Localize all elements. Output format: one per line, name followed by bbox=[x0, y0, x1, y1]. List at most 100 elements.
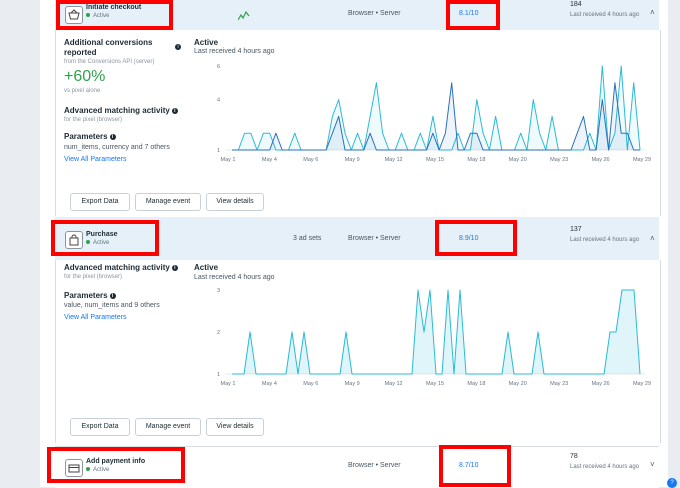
info-icon: i bbox=[171, 264, 178, 271]
activity-subtitle: Last received 4 hours ago bbox=[194, 274, 275, 281]
event-match-score[interactable]: 8.1/10 bbox=[459, 10, 479, 17]
status-label: Active bbox=[93, 240, 110, 246]
event-details-initiate-checkout: Additional conversions reported i from t… bbox=[55, 30, 661, 216]
x-tick-label: May 26 bbox=[592, 381, 610, 387]
event-status: Active bbox=[86, 240, 109, 246]
x-tick-label: May 12 bbox=[385, 381, 403, 387]
parameters-title-text: Parameters bbox=[64, 132, 108, 141]
chevron-up-icon[interactable]: ˄ bbox=[650, 8, 655, 17]
x-tick-label: May 12 bbox=[385, 157, 403, 163]
x-tick-label: May 9 bbox=[345, 381, 360, 387]
event-name: Purchase bbox=[86, 231, 118, 238]
x-tick-label: May 29 bbox=[633, 157, 651, 163]
event-details-purchase: Advanced matching activity i for the pixe… bbox=[55, 260, 661, 443]
event-last-received: Last received 4 hours ago bbox=[570, 464, 640, 470]
x-tick-label: May 18 bbox=[467, 381, 485, 387]
x-tick-label: May 4 bbox=[262, 157, 277, 163]
status-dot bbox=[86, 467, 90, 472]
event-status: Active bbox=[86, 467, 109, 473]
x-tick-label: May 6 bbox=[303, 157, 318, 163]
event-name: Initiate checkout bbox=[86, 4, 142, 11]
status-dot bbox=[86, 13, 90, 18]
event-count: 184 bbox=[570, 1, 582, 8]
amc-title: Advanced matching activity i bbox=[64, 106, 178, 115]
chevron-down-icon[interactable]: ˅ bbox=[650, 460, 655, 469]
view-details-button[interactable]: View details bbox=[206, 418, 264, 436]
info-icon: i bbox=[171, 107, 178, 114]
highlight-initiate-checkout bbox=[56, 0, 173, 30]
event-match-score[interactable]: 8.7/10 bbox=[459, 462, 479, 469]
highlight-purchase bbox=[51, 220, 159, 256]
conversions-subtitle: from the Conversions API (server) bbox=[64, 59, 155, 65]
bag-icon bbox=[65, 231, 83, 249]
info-icon: i bbox=[109, 133, 116, 140]
y-tick-label: 2 bbox=[217, 330, 220, 336]
help-icon[interactable]: ? bbox=[667, 478, 677, 488]
view-details-button[interactable]: View details bbox=[206, 193, 264, 211]
conversions-note: vs pixel alone bbox=[64, 88, 101, 94]
status-dot bbox=[86, 240, 90, 245]
manage-event-button[interactable]: Manage event bbox=[135, 418, 201, 436]
activity-chart: 1 4 6 May 1 May 4 May 6 May 9 May 12 May 15 May 1… bbox=[217, 64, 651, 163]
info-icon: i bbox=[109, 292, 116, 299]
parameters-list: num_items, currency and 7 others bbox=[64, 144, 170, 151]
x-tick-label: May 20 bbox=[509, 381, 527, 387]
y-tick-label: 3 bbox=[217, 288, 220, 294]
activity-title: Active bbox=[194, 38, 219, 47]
event-last-received: Last received 4 hours ago bbox=[570, 12, 640, 18]
series-area bbox=[232, 290, 640, 374]
series-line bbox=[232, 82, 640, 151]
event-source: Browser • Server bbox=[348, 235, 401, 242]
y-tick-label: 6 bbox=[217, 64, 220, 70]
basket-icon bbox=[65, 6, 83, 24]
y-tick-label: 1 bbox=[217, 148, 220, 154]
amc-subtitle: for the pixel (browser) bbox=[64, 117, 123, 123]
view-all-parameters-link[interactable]: View All Parameters bbox=[64, 156, 127, 163]
event-name: Add payment info bbox=[86, 458, 146, 465]
x-tick-label: May 23 bbox=[550, 381, 568, 387]
y-tick-label: 1 bbox=[217, 372, 220, 378]
x-tick-label: May 9 bbox=[345, 157, 360, 163]
activity-title: Active bbox=[194, 263, 219, 272]
x-tick-label: May 4 bbox=[262, 381, 277, 387]
parameters-title-text: Parameters bbox=[64, 291, 108, 300]
chevron-up-icon[interactable]: ˄ bbox=[650, 234, 655, 243]
x-tick-label: May 26 bbox=[592, 157, 610, 163]
x-tick-label: May 1 bbox=[221, 381, 236, 387]
parameters-title: Parameters i bbox=[64, 132, 116, 141]
parameters-title: Parameters i bbox=[64, 291, 116, 300]
series-line bbox=[232, 289, 641, 375]
status-label: Active bbox=[93, 467, 110, 473]
x-tick-label: May 20 bbox=[509, 157, 527, 163]
event-source: Browser • Server bbox=[348, 10, 401, 17]
event-status: Active bbox=[86, 13, 109, 19]
card-icon bbox=[65, 459, 83, 477]
activity-subtitle: Last received 4 hours ago bbox=[194, 48, 275, 55]
view-all-parameters-link[interactable]: View All Parameters bbox=[64, 314, 127, 321]
event-ad-sets[interactable]: 3 ad sets bbox=[293, 235, 322, 242]
amc-title-text: Advanced matching activity bbox=[64, 263, 170, 272]
event-row-initiate-checkout[interactable]: Initiate checkout Active Browser • Serve… bbox=[55, 0, 659, 30]
amc-title-text: Advanced matching activity bbox=[64, 106, 170, 115]
event-match-score[interactable]: 8.9/10 bbox=[459, 235, 479, 242]
event-source: Browser • Server bbox=[348, 462, 401, 469]
conversions-value: +60% bbox=[64, 68, 106, 85]
series-line bbox=[232, 65, 641, 151]
conversions-title: Additional conversions reported bbox=[64, 38, 153, 57]
activity-chart: 1 2 3 May 1 May 4 May 6 May 9 May 12 May 15 May 1… bbox=[217, 288, 651, 387]
highlight-score-3 bbox=[439, 445, 511, 487]
export-data-button[interactable]: Export Data bbox=[70, 193, 130, 211]
highlight-add-payment-info bbox=[47, 447, 185, 483]
parameters-list: value, num_items and 9 others bbox=[64, 302, 160, 309]
amc-title: Advanced matching activity i bbox=[64, 263, 178, 272]
x-tick-label: May 15 bbox=[426, 157, 444, 163]
manage-event-button[interactable]: Manage event bbox=[135, 193, 201, 211]
x-tick-label: May 29 bbox=[633, 381, 651, 387]
export-data-button[interactable]: Export Data bbox=[70, 418, 130, 436]
highlight-score-1 bbox=[446, 0, 500, 30]
x-tick-label: May 23 bbox=[550, 157, 568, 163]
x-tick-label: May 1 bbox=[221, 157, 236, 163]
x-tick-label: May 18 bbox=[467, 157, 485, 163]
event-count: 137 bbox=[570, 226, 582, 233]
amc-subtitle: for the pixel (browser) bbox=[64, 274, 123, 280]
